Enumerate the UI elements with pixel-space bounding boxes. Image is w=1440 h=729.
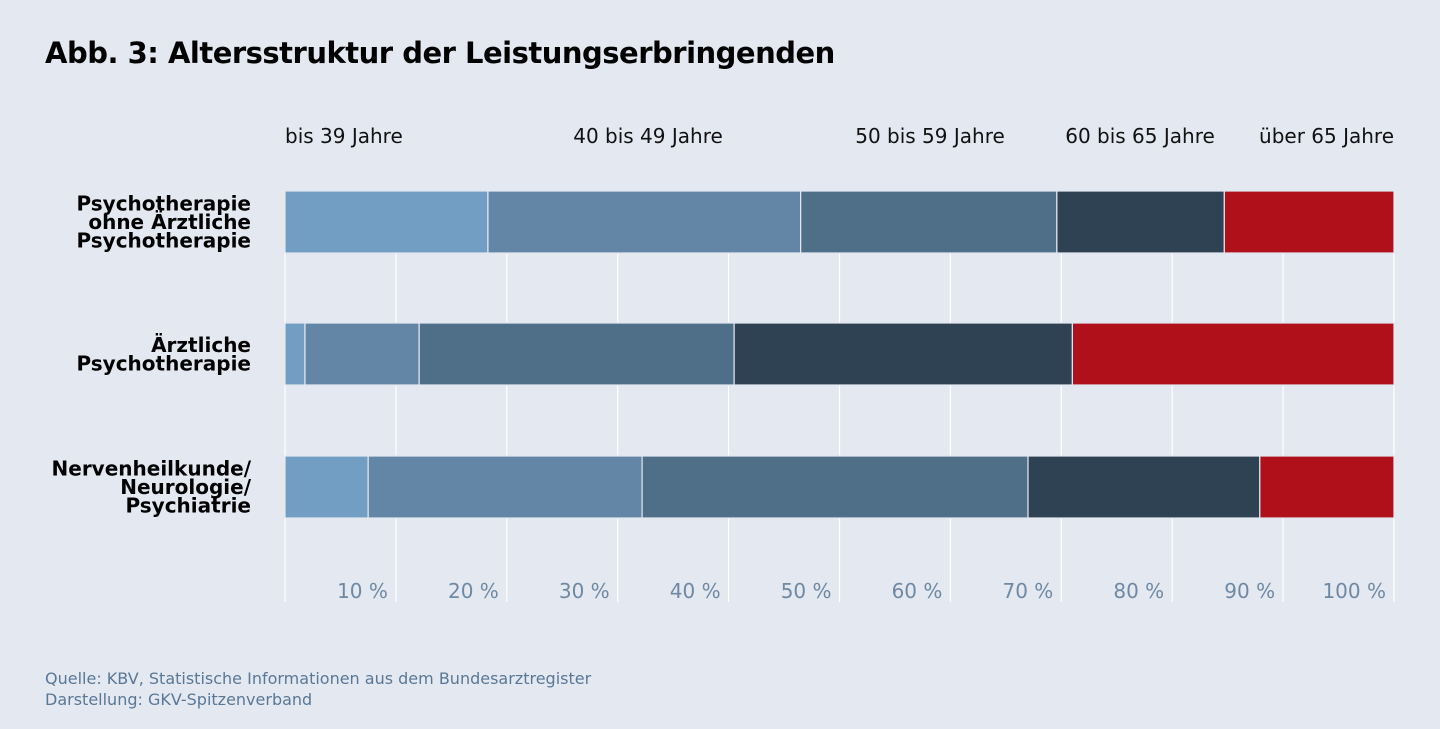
bar-segment-3-2 bbox=[367, 455, 643, 519]
bar-segment-1-3 bbox=[800, 190, 1058, 254]
footer: Quelle: KBV, Statistische Informationen … bbox=[45, 668, 591, 710]
bar-segment-3-4 bbox=[1027, 455, 1261, 519]
x-tick-label-60: 60 % bbox=[892, 579, 943, 603]
bar-segment-3-5 bbox=[1259, 455, 1395, 519]
bar-segment-2-4 bbox=[733, 322, 1073, 386]
legend-label-4: 60 bis 65 Jahre bbox=[1065, 124, 1215, 148]
category-label-1-line-1: Psychotherapie bbox=[76, 192, 251, 216]
bar-segment-1-5 bbox=[1223, 190, 1395, 254]
category-label-3-line-1: Nervenheilkunde/ bbox=[52, 457, 252, 481]
x-tick-label-30: 30 % bbox=[559, 579, 610, 603]
x-tick-label-90: 90 % bbox=[1224, 579, 1275, 603]
x-tick-label-100: 100 % bbox=[1322, 579, 1386, 603]
legend-label-3: 50 bis 59 Jahre bbox=[855, 124, 1005, 148]
legend-label-1: bis 39 Jahre bbox=[285, 124, 403, 148]
category-label-1-line-2: ohne Ärztliche bbox=[88, 210, 251, 234]
bar-segment-1-2 bbox=[487, 190, 802, 254]
x-tick-label-20: 20 % bbox=[448, 579, 499, 603]
bar-segment-2-1 bbox=[284, 322, 306, 386]
x-tick-label-50: 50 % bbox=[781, 579, 832, 603]
bar-segment-1-4 bbox=[1056, 190, 1225, 254]
legend-label-2: 40 bis 49 Jahre bbox=[573, 124, 723, 148]
bar-segment-2-3 bbox=[418, 322, 735, 386]
bar-segment-3-3 bbox=[641, 455, 1029, 519]
category-label-3-line-3: Psychiatrie bbox=[125, 494, 251, 518]
bar-segment-2-5 bbox=[1071, 322, 1395, 386]
category-label-1-line-3: Psychotherapie bbox=[76, 229, 251, 253]
x-tick-label-70: 70 % bbox=[1002, 579, 1053, 603]
legend: bis 39 Jahre 40 bis 49 Jahre 50 bis 59 Jah… bbox=[285, 124, 1394, 148]
chart-title: Abb. 3: Altersstruktur der Leistungserbr… bbox=[45, 36, 835, 70]
bar-group bbox=[284, 190, 1395, 519]
x-tick-label-10: 10 % bbox=[337, 579, 388, 603]
bar-segment-2-2 bbox=[304, 322, 420, 386]
x-tick-label-40: 40 % bbox=[670, 579, 721, 603]
legend-label-5: über 65 Jahre bbox=[1259, 124, 1394, 148]
category-label-3-line-2: Neurologie/ bbox=[120, 475, 251, 499]
category-label-2-line-2: Psychotherapie bbox=[76, 351, 251, 375]
x-tick-label-80: 80 % bbox=[1113, 579, 1164, 603]
credit-note: Darstellung: GKV-Spitzenverband bbox=[45, 690, 313, 709]
gridlines bbox=[284, 191, 1395, 602]
source-note: Quelle: KBV, Statistische Informationen … bbox=[45, 669, 592, 688]
category-label-2-line-1: Ärztliche bbox=[151, 333, 251, 357]
bar-segment-3-1 bbox=[284, 455, 369, 519]
bar-segment-1-1 bbox=[284, 190, 489, 254]
x-axis-ticks: 10 % 20 % 30 % 40 % 50 % 60 % 70 % 80 % 90 % 100 … bbox=[337, 579, 1386, 603]
